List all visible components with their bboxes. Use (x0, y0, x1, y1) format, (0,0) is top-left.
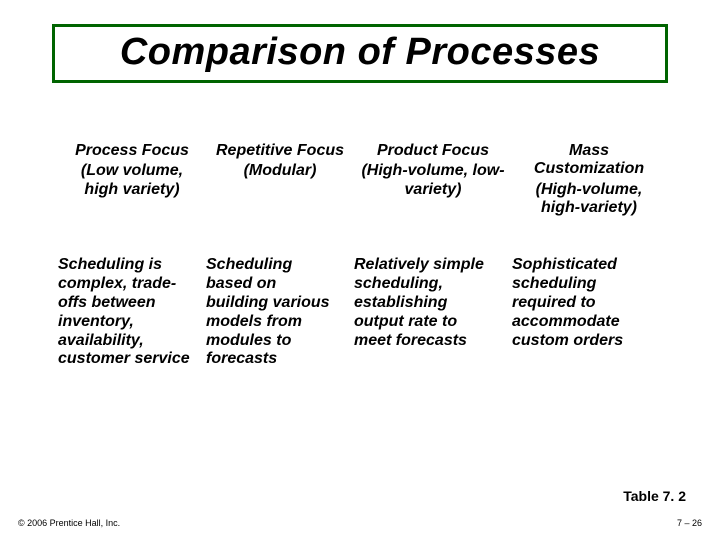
copyright-text: © 2006 Prentice Hall, Inc. (18, 518, 120, 528)
header-col-1: Process Focus (Low volume, high variety) (58, 142, 206, 218)
table-label: Table 7. 2 (623, 488, 686, 504)
column-headers: Process Focus (Low volume, high variety)… (58, 142, 666, 218)
header-col-4: Mass Customization (High-volume, high-va… (512, 142, 666, 218)
body-cell-1: Scheduling is complex, trade-offs betwee… (58, 256, 206, 369)
header-main: Mass Customization (516, 142, 662, 179)
slide: Comparison of Processes Process Focus (L… (0, 0, 720, 540)
header-col-3: Product Focus (High-volume, low-variety) (354, 142, 512, 218)
header-main: Process Focus (62, 142, 202, 160)
header-sub: (High-volume, high-variety) (516, 181, 662, 218)
header-main: Product Focus (358, 142, 508, 160)
slide-title: Comparison of Processes (63, 31, 657, 74)
header-main: Repetitive Focus (210, 142, 350, 160)
body-row: Scheduling is complex, trade-offs betwee… (58, 256, 666, 369)
body-cell-2: Scheduling based on building various mod… (206, 256, 354, 369)
title-box: Comparison of Processes (52, 24, 668, 83)
header-col-2: Repetitive Focus (Modular) (206, 142, 354, 218)
body-cell-3: Relatively simple scheduling, establishi… (354, 256, 512, 369)
header-sub: (Low volume, high variety) (62, 162, 202, 199)
page-number: 7 – 26 (677, 518, 702, 528)
header-sub: (Modular) (210, 162, 350, 180)
header-sub: (High-volume, low-variety) (358, 162, 508, 199)
body-cell-4: Sophisticated scheduling required to acc… (512, 256, 666, 369)
